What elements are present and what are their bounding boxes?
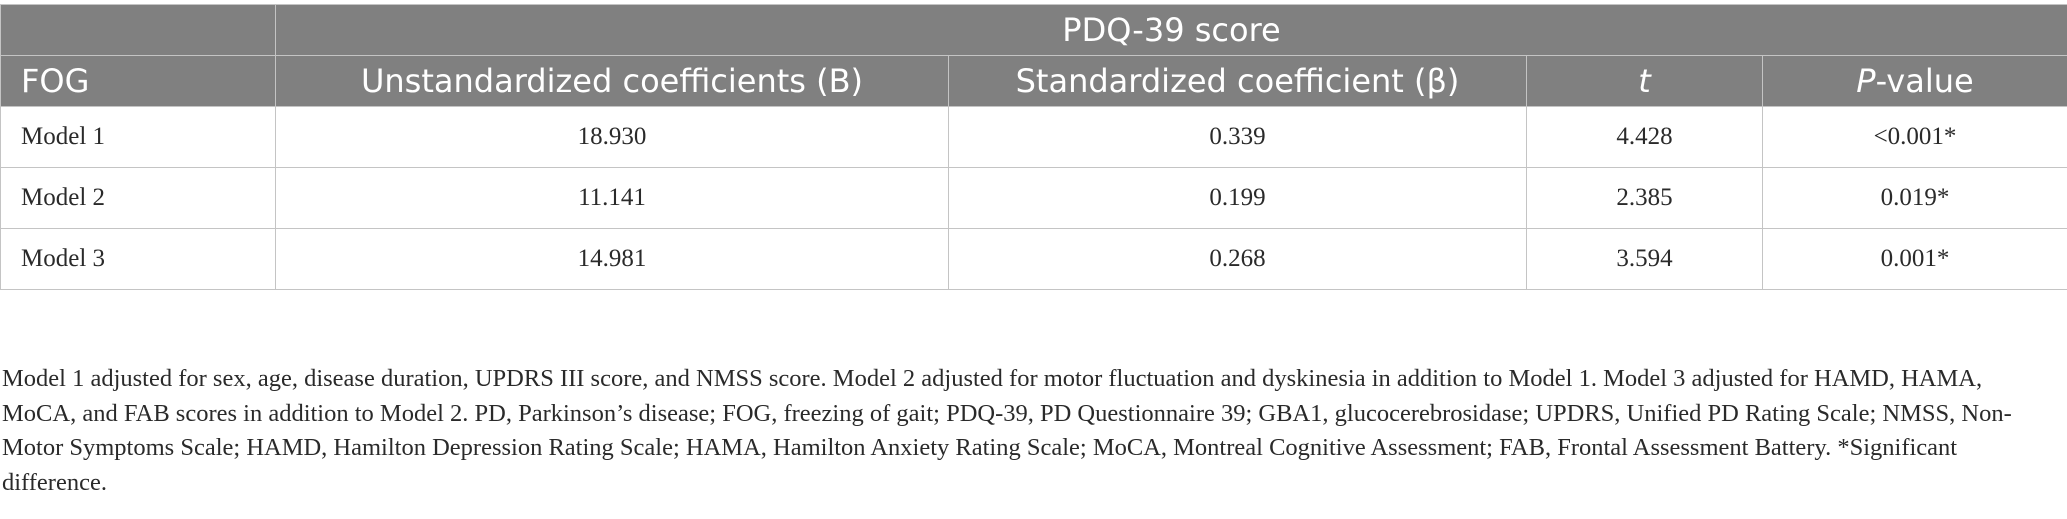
cell-beta: 0.339 <box>948 106 1527 168</box>
col-header-p-italic: P <box>1856 62 1876 100</box>
header-row-group: PDQ-39 score <box>0 4 2067 56</box>
header-empty-cell <box>0 4 276 56</box>
cell-model: Model 2 <box>0 167 276 229</box>
header-row-columns: FOG Unstandardized coefficients (B) Stan… <box>0 55 2067 107</box>
cell-t: 3.594 <box>1526 228 1763 290</box>
cell-b: 14.981 <box>275 228 949 290</box>
cell-t: 4.428 <box>1526 106 1763 168</box>
table-row: Model 2 11.141 0.199 2.385 0.019* <box>0 167 2067 229</box>
cell-b: 11.141 <box>275 167 949 229</box>
table-row: Model 1 18.930 0.339 4.428 <0.001* <box>0 106 2067 168</box>
cell-t: 2.385 <box>1526 167 1763 229</box>
regression-table: PDQ-39 score FOG Unstandardized coeffici… <box>0 4 2067 290</box>
cell-p: <0.001* <box>1762 106 2067 168</box>
group-header: PDQ-39 score <box>275 4 2067 56</box>
cell-model: Model 3 <box>0 228 276 290</box>
col-header-p: P-value <box>1762 55 2067 107</box>
cell-b: 18.930 <box>275 106 949 168</box>
cell-beta: 0.268 <box>948 228 1527 290</box>
cell-beta: 0.199 <box>948 167 1527 229</box>
col-header-p-rest: -value <box>1875 62 1974 100</box>
table-footnote: Model 1 adjusted for sex, age, disease d… <box>2 365 2012 496</box>
table-row: Model 3 14.981 0.268 3.594 0.001* <box>0 228 2067 290</box>
col-header-b: Unstandardized coefficients (B) <box>275 55 949 107</box>
col-header-beta: Standardized coefficient (β) <box>948 55 1527 107</box>
cell-p: 0.001* <box>1762 228 2067 290</box>
row-header: FOG <box>0 55 276 107</box>
cell-model: Model 1 <box>0 106 276 168</box>
cell-p: 0.019* <box>1762 167 2067 229</box>
col-header-t: t <box>1526 55 1763 107</box>
